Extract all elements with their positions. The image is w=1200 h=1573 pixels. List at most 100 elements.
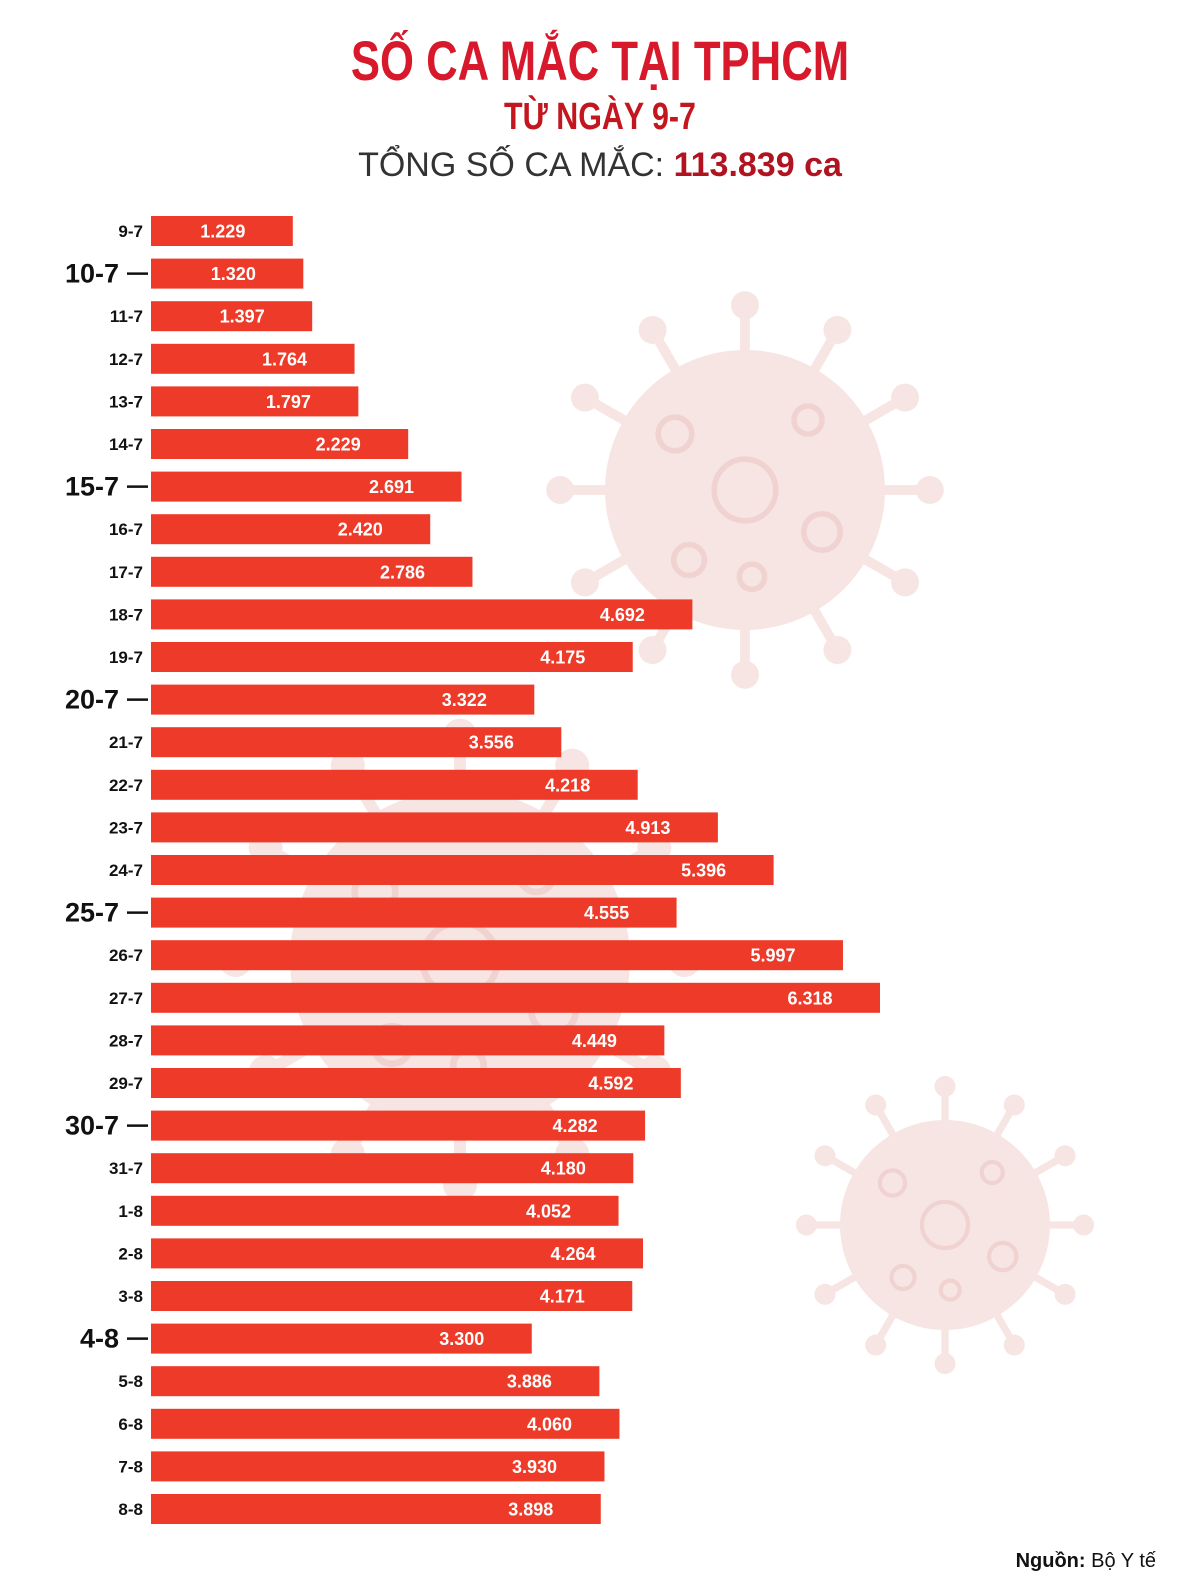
bar-value-label: 2.786 [380, 562, 425, 582]
total-value: 113.839 [673, 146, 795, 184]
virus-icon [795, 1075, 1095, 1375]
category-label: 20-7 [65, 685, 119, 715]
category-label: 18-7 [109, 605, 143, 624]
bar-14-7 [151, 429, 409, 459]
category-label: 25-7 [65, 898, 119, 928]
bar-value-label: 6.318 [787, 988, 832, 1008]
bar-value-label: 4.913 [625, 818, 670, 838]
bar-value-label: 1.764 [262, 349, 307, 369]
category-label: 15-7 [65, 472, 119, 502]
bar-21-7 [151, 727, 562, 758]
bar-value-label: 4.180 [541, 1159, 586, 1179]
category-label: 4-8 [80, 1324, 119, 1354]
bar-12-7 [151, 343, 355, 374]
bar-value-label: 3.886 [507, 1372, 552, 1392]
bar-value-label: 2.229 [316, 435, 361, 455]
bar-value-label: 2.691 [369, 477, 414, 497]
category-label: 1-8 [118, 1202, 143, 1221]
bar-15-7 [151, 471, 462, 502]
bar-22-7 [151, 769, 638, 800]
bar-value-label: 4.282 [553, 1116, 598, 1136]
category-label: 8-8 [118, 1500, 143, 1519]
bar-25-7 [151, 897, 677, 928]
category-label: 19-7 [109, 648, 143, 667]
bar-value-label: 3.322 [442, 690, 487, 710]
chart-title: SỐ CA MẮC TẠI TPHCM [350, 29, 850, 92]
bar-value-label: 1.397 [220, 307, 265, 327]
category-label: 16-7 [109, 520, 143, 539]
bar-10-7 [151, 258, 304, 289]
bar-1-8 [151, 1195, 619, 1226]
category-label: 28-7 [109, 1031, 143, 1050]
bar-5-8 [151, 1366, 600, 1397]
bar-16-7 [151, 514, 431, 545]
category-label: 6-8 [118, 1415, 143, 1434]
category-label: 21-7 [109, 733, 143, 752]
total-label: TỔNG SỐ CA MẮC: [358, 146, 665, 184]
bar-13-7 [151, 386, 359, 417]
category-label: 2-8 [118, 1244, 143, 1263]
category-label: 12-7 [109, 350, 143, 369]
bar-value-label: 5.997 [750, 946, 795, 966]
bar-23-7 [151, 812, 718, 843]
category-label: 24-7 [109, 861, 143, 880]
bar-value-label: 1.797 [266, 392, 311, 412]
bar-19-7 [151, 642, 633, 672]
category-label: 26-7 [109, 946, 143, 965]
category-label: 10-7 [65, 259, 119, 289]
bar-24-7 [151, 855, 774, 885]
source-note: Nguồn: Bộ Y tế [1016, 1550, 1156, 1573]
bar-17-7 [151, 556, 473, 587]
bar-value-label: 4.449 [572, 1031, 617, 1051]
bar-value-label: 4.692 [600, 605, 645, 625]
bar-11-7 [151, 301, 313, 332]
bar-value-label: 2.420 [338, 520, 383, 540]
bar-value-label: 4.218 [545, 775, 590, 795]
bar-value-label: 1.229 [200, 222, 245, 242]
bar-value-label: 1.320 [211, 264, 256, 284]
chart-subtitle: TỪ NGÀY 9-7 [504, 96, 696, 138]
bar-value-label: 5.396 [681, 861, 726, 881]
bar-value-label: 3.300 [439, 1329, 484, 1349]
total-unit: ca [804, 146, 842, 184]
bar-8-8 [151, 1494, 601, 1524]
bar-27-7 [151, 982, 880, 1013]
bar-value-label: 4.592 [588, 1074, 633, 1094]
bar-30-7 [151, 1110, 646, 1141]
category-label: 14-7 [109, 435, 143, 454]
bar-26-7 [151, 940, 843, 971]
category-label: 29-7 [109, 1074, 143, 1093]
category-label: 27-7 [109, 989, 143, 1008]
bar-value-label: 3.930 [512, 1457, 557, 1477]
category-label: 31-7 [109, 1159, 143, 1178]
bar-9-7 [151, 216, 293, 246]
bar-20-7 [151, 684, 535, 715]
bar-value-label: 4.175 [540, 648, 585, 668]
category-label: 17-7 [109, 563, 143, 582]
source-value: Bộ Y tế [1091, 1550, 1156, 1572]
bar-4-8 [151, 1323, 532, 1354]
category-label: 23-7 [109, 818, 143, 837]
bar-18-7 [151, 599, 693, 630]
category-label: 30-7 [65, 1111, 119, 1141]
bar-value-label: 4.052 [526, 1201, 571, 1221]
category-label: 22-7 [109, 776, 143, 795]
category-label: 9-7 [118, 222, 143, 241]
total-cases-line: TỔNG SỐ CA MẮC: 113.839 ca [0, 146, 1200, 185]
bar-value-label: 4.171 [540, 1287, 585, 1307]
bar-value-label: 4.555 [584, 903, 629, 923]
category-label: 11-7 [110, 307, 143, 326]
bar-3-8 [151, 1281, 633, 1311]
category-label: 7-8 [118, 1457, 143, 1476]
source-label: Nguồn: [1015, 1550, 1086, 1572]
bar-29-7 [151, 1068, 681, 1098]
bar-value-label: 3.556 [469, 733, 514, 753]
bar-7-8 [151, 1451, 605, 1482]
category-label: 3-8 [118, 1287, 143, 1306]
bar-value-label: 4.060 [527, 1414, 572, 1434]
bar-6-8 [151, 1408, 620, 1439]
bar-28-7 [151, 1025, 665, 1056]
bar-31-7 [151, 1153, 634, 1184]
bar-value-label: 4.264 [550, 1244, 595, 1264]
